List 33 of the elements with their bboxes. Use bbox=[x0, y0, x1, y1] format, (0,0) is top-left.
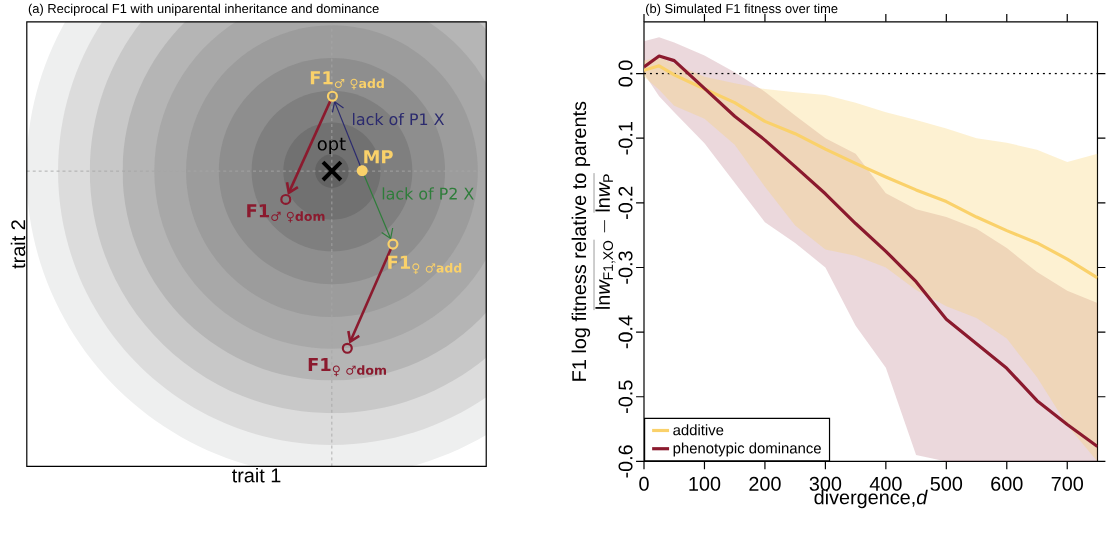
text: opt bbox=[317, 137, 346, 155]
text: F1$_{♀ ♂dom}$ bbox=[308, 358, 387, 377]
x-tick-label: 100 bbox=[689, 476, 721, 491]
line-series bbox=[644, 64, 1098, 280]
y-tick-label: -0.6 bbox=[618, 445, 633, 478]
chart-title: (b) Simulated F1 fitness over time bbox=[645, 3, 838, 16]
text: trait 2 bbox=[10, 220, 26, 269]
text: $\overline{\mathrm{ln}\mathit{w}_{\mathrm{F1,XO}}}\ \mathrm{-}\ \overline{\mathrm{ln}\mathit{w}_{\mathrm{P}}}$ bbox=[594, 173, 616, 311]
text: MP bbox=[364, 150, 393, 164]
text: F1$_{♀ ♂add}$ bbox=[388, 255, 462, 275]
legend-label: additive bbox=[673, 424, 724, 436]
x-tick-label: 500 bbox=[930, 476, 963, 491]
text: F1$_{♂ ♀dom}$ bbox=[247, 204, 325, 223]
text: (a) Reciprocal F1 with uniparental inheritance and dominance bbox=[28, 3, 379, 16]
text: F1$_{♂ ♀add}$ bbox=[310, 71, 384, 90]
y-tick-label: -0.5 bbox=[618, 380, 633, 414]
x-axis-title: divergence,d bbox=[814, 489, 928, 509]
text: trait 1 bbox=[231, 467, 281, 483]
x-tick-label: 200 bbox=[749, 476, 781, 491]
y-tick-label: -0.1 bbox=[618, 122, 633, 155]
y-tick-label: -0.3 bbox=[618, 251, 633, 284]
x-tick-label: 300 bbox=[809, 476, 842, 491]
y-tick-label: -0.2 bbox=[618, 186, 633, 220]
x-tick-label: 400 bbox=[869, 476, 902, 491]
y-tick-label: -0.4 bbox=[618, 315, 633, 349]
y-axis-title: F1 log fitness relative to parents bbox=[571, 101, 591, 381]
text: lack of P1 X bbox=[352, 113, 445, 126]
x-tick-label: 600 bbox=[991, 476, 1023, 491]
x-tick-label: 0 bbox=[639, 476, 649, 491]
x-tick-label: 700 bbox=[1051, 476, 1084, 491]
legend-label: phenotypic dominance bbox=[673, 442, 821, 457]
text: lack of P2 X bbox=[382, 187, 474, 200]
y-tick-label: 0.0 bbox=[618, 60, 633, 87]
